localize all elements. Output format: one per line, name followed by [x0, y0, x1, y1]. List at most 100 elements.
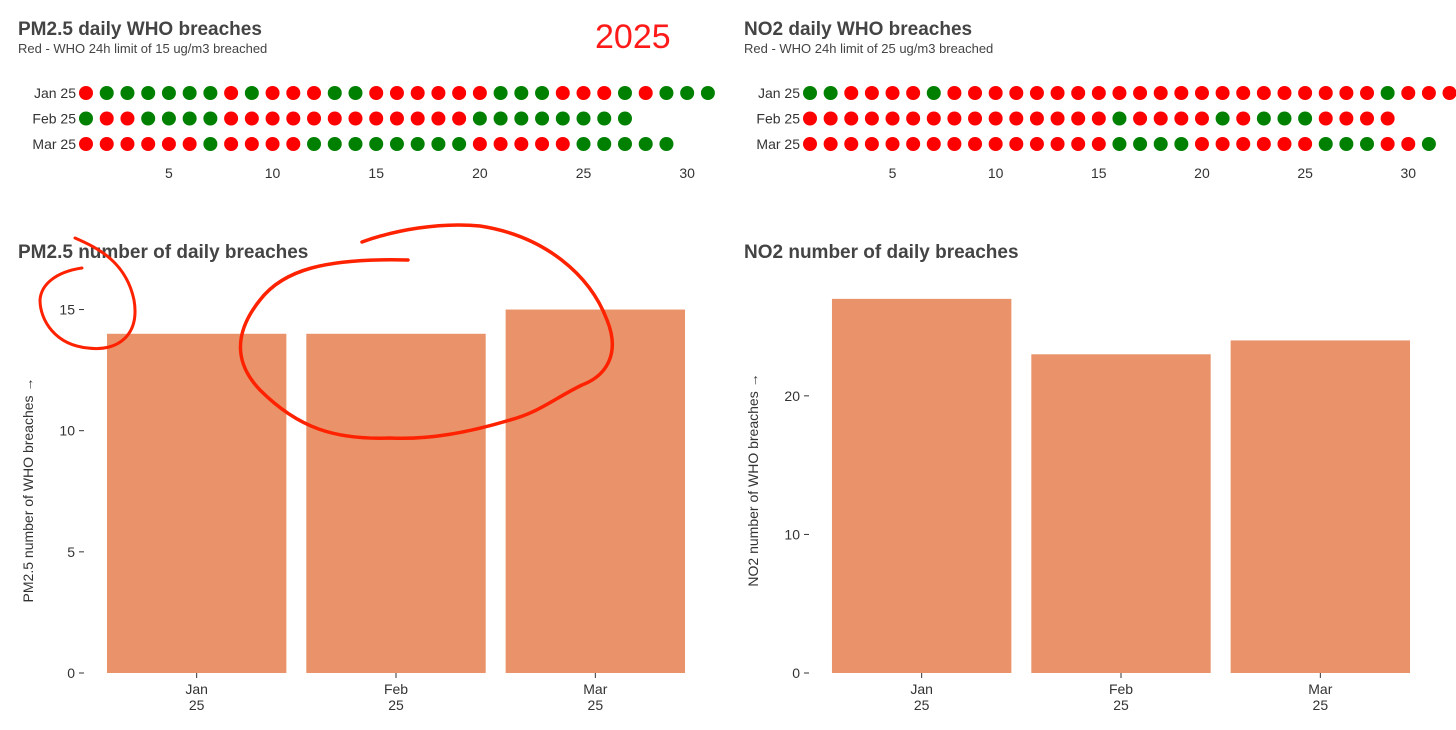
y-tick-label: 5: [67, 544, 75, 560]
day-dot: [348, 137, 363, 151]
x-tick-label: Jan 25: [910, 681, 933, 713]
day-dot: [161, 111, 176, 126]
y-tick-label: 10: [784, 526, 800, 542]
day-dot: [1091, 86, 1106, 100]
day-dot: [1380, 111, 1395, 126]
bar: [106, 333, 287, 673]
day-dot: [597, 111, 612, 126]
row-label: Mar 25: [756, 136, 800, 152]
day-dot: [141, 137, 156, 151]
day-dot: [327, 111, 342, 126]
day-dot: [576, 86, 591, 100]
day-dot: [472, 111, 487, 126]
day-dot: [1050, 111, 1065, 126]
x-tick-label: 20: [472, 165, 488, 181]
day-dot: [1401, 86, 1416, 100]
day-dot: [1215, 137, 1230, 151]
day-dot: [680, 86, 695, 100]
scribble-circle-bars: [238, 223, 614, 441]
day-dot: [1071, 86, 1086, 100]
y-tick-label: 15: [59, 302, 75, 318]
day-dot: [1029, 86, 1044, 100]
day-dot: [968, 137, 983, 151]
day-dot: [1360, 137, 1375, 151]
bar: [505, 309, 686, 673]
day-dot: [161, 137, 176, 151]
hand-drawn-annotations: [38, 223, 614, 441]
day-dot: [431, 111, 446, 126]
day-dot: [1153, 111, 1168, 126]
day-dot: [988, 111, 1003, 126]
day-dot: [307, 111, 322, 126]
bar: [1031, 354, 1211, 673]
day-dot: [885, 137, 900, 151]
day-dot: [1380, 137, 1395, 151]
day-dot: [1318, 86, 1333, 100]
year-annotation: 2025: [595, 18, 671, 56]
y-tick-label: 20: [784, 388, 800, 404]
day-dot: [327, 86, 342, 100]
day-dot: [307, 86, 322, 100]
day-dot: [348, 111, 363, 126]
day-dot: [79, 111, 93, 126]
day-dot: [493, 86, 508, 100]
x-tick-label: 30: [1400, 165, 1416, 181]
day-dot: [1442, 86, 1456, 100]
x-tick-label: Feb 25: [1109, 681, 1133, 713]
day-dot: [1174, 111, 1189, 126]
day-dot: [1277, 111, 1292, 126]
no2-dot-subtitle: Red - WHO 24h limit of 25 ug/m3 breached: [744, 41, 993, 56]
day-dot: [1256, 111, 1271, 126]
day-dot: [265, 111, 280, 126]
no2-dot-chart: NO2 daily WHO breaches Red - WHO 24h lim…: [744, 19, 1456, 181]
scribble-circle-y15: [38, 236, 137, 351]
day-dot: [844, 86, 859, 100]
day-dot: [638, 137, 653, 151]
day-dot: [1009, 86, 1024, 100]
day-dot: [120, 86, 135, 100]
day-dot: [1277, 137, 1292, 151]
day-dot: [224, 111, 239, 126]
day-dot: [803, 86, 817, 100]
day-dot: [1153, 137, 1168, 151]
day-dot: [307, 137, 322, 151]
day-dot: [1421, 137, 1436, 151]
day-dot: [1009, 111, 1024, 126]
day-dot: [1339, 86, 1354, 100]
day-dot: [906, 86, 921, 100]
day-dot: [244, 137, 259, 151]
day-dot: [1174, 86, 1189, 100]
bar: [1230, 340, 1411, 673]
x-tick-label: 25: [576, 165, 592, 181]
day-dot: [1215, 86, 1230, 100]
day-dot: [947, 137, 962, 151]
pm25-dot-title: PM2.5 daily WHO breaches: [18, 19, 262, 40]
x-tick-label: 10: [265, 165, 281, 181]
day-dot: [844, 137, 859, 151]
day-dot: [286, 111, 301, 126]
day-dot: [885, 86, 900, 100]
day-dot: [79, 86, 93, 100]
day-dot: [369, 86, 384, 100]
no2-y-axis-label: NO2 number of WHO breaches →: [745, 373, 761, 586]
day-dot: [1421, 86, 1436, 100]
day-dot: [514, 111, 529, 126]
x-tick-label: Feb 25: [384, 681, 408, 713]
day-dot: [1236, 137, 1251, 151]
day-dot: [555, 111, 570, 126]
x-tick-label: 10: [988, 165, 1004, 181]
day-dot: [431, 137, 446, 151]
day-dot: [203, 137, 218, 151]
no2-bar-title: NO2 number of daily breaches: [744, 242, 1019, 263]
day-dot: [224, 86, 239, 100]
x-tick-label: 30: [679, 165, 695, 181]
day-dot: [203, 86, 218, 100]
day-dot: [327, 137, 342, 151]
day-dot: [1360, 86, 1375, 100]
day-dot: [823, 137, 838, 151]
x-tick-label: Jan 25: [185, 681, 208, 713]
day-dot: [514, 137, 529, 151]
day-dot: [1194, 111, 1209, 126]
x-tick-label: Mar 25: [1308, 681, 1332, 713]
day-dot: [1112, 137, 1127, 151]
